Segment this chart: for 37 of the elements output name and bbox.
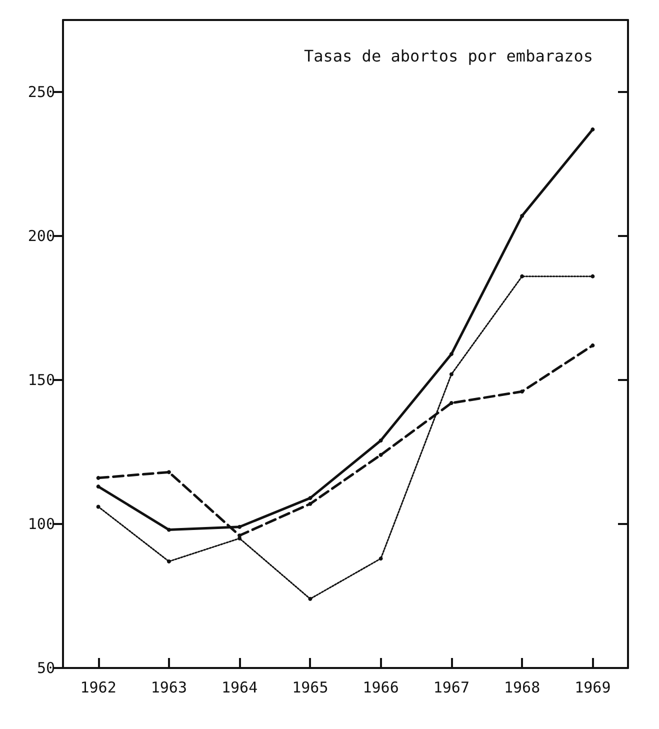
point <box>308 596 312 601</box>
y-tick-label: 50 <box>36 659 55 677</box>
point <box>520 214 524 218</box>
point <box>378 452 383 457</box>
point <box>166 528 171 532</box>
point <box>378 556 383 561</box>
y-tick-label: 200 <box>28 227 55 245</box>
point <box>449 401 454 406</box>
y-tick-label: 100 <box>28 515 55 533</box>
point <box>590 127 595 132</box>
point <box>520 390 524 394</box>
x-tick-label: 1967 <box>433 678 470 696</box>
y-tick-label: 250 <box>28 83 55 101</box>
y-tick-label: 150 <box>28 371 55 389</box>
x-tick-label: 1963 <box>150 678 187 696</box>
point <box>238 536 242 540</box>
point <box>166 470 171 474</box>
x-tick-label: 1964 <box>222 678 258 696</box>
point <box>308 496 312 500</box>
text: Tasas de abortos por embarazos <box>304 46 593 66</box>
point <box>308 502 312 506</box>
x-tick-label: 1969 <box>574 678 611 696</box>
point <box>590 274 595 278</box>
point <box>449 372 454 376</box>
x-tick-label: 1966 <box>362 678 399 696</box>
point <box>238 524 242 529</box>
x-tick-label: 1968 <box>504 678 540 696</box>
point <box>520 274 524 278</box>
x-tick-label: 1965 <box>292 678 328 696</box>
point <box>96 476 100 480</box>
point <box>96 484 100 489</box>
point <box>449 352 454 356</box>
x-tick-label: 1962 <box>80 678 116 696</box>
point <box>96 504 100 509</box>
point <box>590 343 595 348</box>
point <box>378 438 383 442</box>
point <box>166 559 171 564</box>
